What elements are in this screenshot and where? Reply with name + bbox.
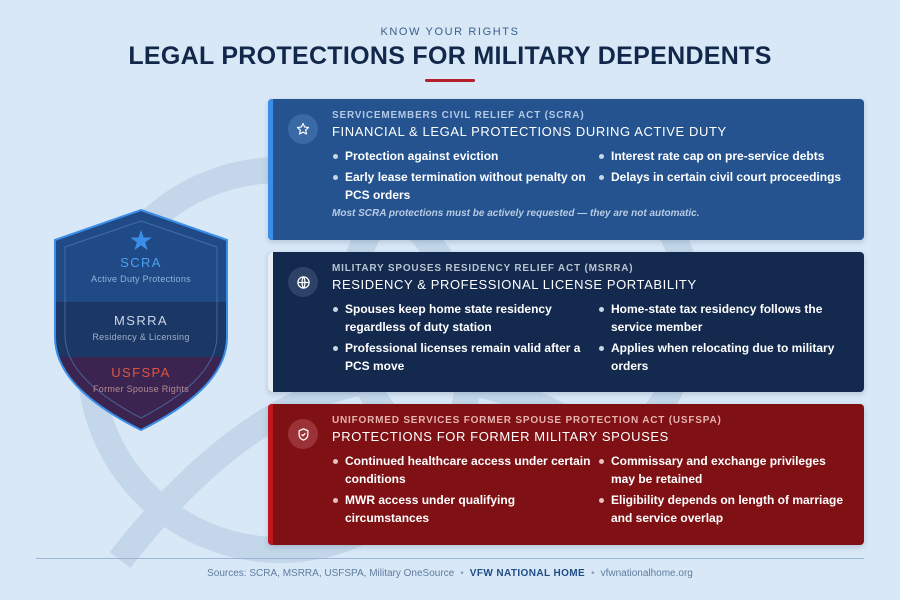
bullet-column-right: Commissary and exchange privileges may b… <box>598 452 846 530</box>
bullet-column-right: Interest rate cap on pre-service debts D… <box>598 147 846 207</box>
tier-subtitle: Active Duty Protections <box>91 274 191 284</box>
separator-dot: • <box>460 568 464 579</box>
card-note: Most SCRA protections must be actively r… <box>332 208 700 219</box>
sources-text: Sources: SCRA, MSRRA, USFSPA, Military O… <box>207 568 455 579</box>
brand-name: VFW NATIONAL HOME <box>469 568 586 579</box>
shield-check-icon <box>288 419 318 449</box>
card-heading: PROTECTIONS FOR FORMER MILITARY SPOUSES <box>332 429 669 444</box>
card-heading: RESIDENCY & PROFESSIONAL LICENSE PORTABI… <box>332 277 697 292</box>
list-item: Early lease termination without penalty … <box>332 168 598 204</box>
website-url: vfwnationalhome.org <box>600 568 693 579</box>
scra-card: SERVICEMEMBERS CIVIL RELIEF ACT (SCRA) F… <box>268 99 864 240</box>
list-item: Delays in certain civil court proceeding… <box>598 168 846 186</box>
bullet-column-left: Spouses keep home state residency regard… <box>332 300 598 378</box>
bullet-column-left: Protection against eviction Early lease … <box>332 147 598 207</box>
shield-tier-usfspa: USFSPA Former Spouse Rights <box>52 365 230 394</box>
card-heading: FINANCIAL & LEGAL PROTECTIONS DURING ACT… <box>332 124 727 139</box>
shield-tier-msrra: MSRRA Residency & Licensing <box>52 313 230 342</box>
act-name: MILITARY SPOUSES RESIDENCY RELIEF ACT (M… <box>332 263 634 274</box>
tier-subtitle: Former Spouse Rights <box>92 384 190 394</box>
list-item: Protection against eviction <box>332 147 598 165</box>
eyebrow-text: KNOW YOUR RIGHTS <box>380 26 520 38</box>
list-item: Commissary and exchange privileges may b… <box>598 452 846 488</box>
footer-divider <box>36 558 864 559</box>
list-item: Spouses keep home state residency regard… <box>332 300 598 336</box>
star-icon: ★ <box>128 225 154 256</box>
list-item: Eligibility depends on length of marriag… <box>598 491 846 527</box>
act-name: SERVICEMEMBERS CIVIL RELIEF ACT (SCRA) <box>332 110 585 121</box>
tier-name: SCRA <box>120 255 162 270</box>
shield-outline <box>54 208 228 432</box>
msrra-card: MILITARY SPOUSES RESIDENCY RELIEF ACT (M… <box>268 252 864 392</box>
list-item: Applies when relocating due to military … <box>598 339 846 375</box>
usfspa-card: UNIFORMED SERVICES FORMER SPOUSE PROTECT… <box>268 404 864 545</box>
shield-tier-scra: SCRA Active Duty Protections <box>52 255 230 284</box>
list-item: Interest rate cap on pre-service debts <box>598 147 846 165</box>
tier-subtitle: Residency & Licensing <box>92 332 190 342</box>
title-underline <box>425 79 475 82</box>
list-item: Home-state tax residency follows the ser… <box>598 300 846 336</box>
bullet-grid: Protection against eviction Early lease … <box>332 147 846 207</box>
list-item: MWR access under qualifying circumstance… <box>332 491 598 527</box>
act-name: UNIFORMED SERVICES FORMER SPOUSE PROTECT… <box>332 415 722 426</box>
tier-name: MSRRA <box>114 313 168 328</box>
globe-icon <box>288 267 318 297</box>
bullet-column-left: Continued healthcare access under certai… <box>332 452 598 530</box>
star-icon <box>288 114 318 144</box>
tier-name: USFSPA <box>111 365 171 380</box>
separator-dot: • <box>591 568 595 579</box>
bullet-grid: Continued healthcare access under certai… <box>332 452 846 530</box>
list-item: Professional licenses remain valid after… <box>332 339 598 375</box>
list-item: Continued healthcare access under certai… <box>332 452 598 488</box>
protection-shield: ★ SCRA Active Duty Protections MSRRA Res… <box>52 207 230 433</box>
bullet-grid: Spouses keep home state residency regard… <box>332 300 846 378</box>
page-title: LEGAL PROTECTIONS FOR MILITARY DEPENDENT… <box>128 42 772 70</box>
footer: Sources: SCRA, MSRRA, USFSPA, Military O… <box>0 568 900 579</box>
bullet-column-right: Home-state tax residency follows the ser… <box>598 300 846 378</box>
